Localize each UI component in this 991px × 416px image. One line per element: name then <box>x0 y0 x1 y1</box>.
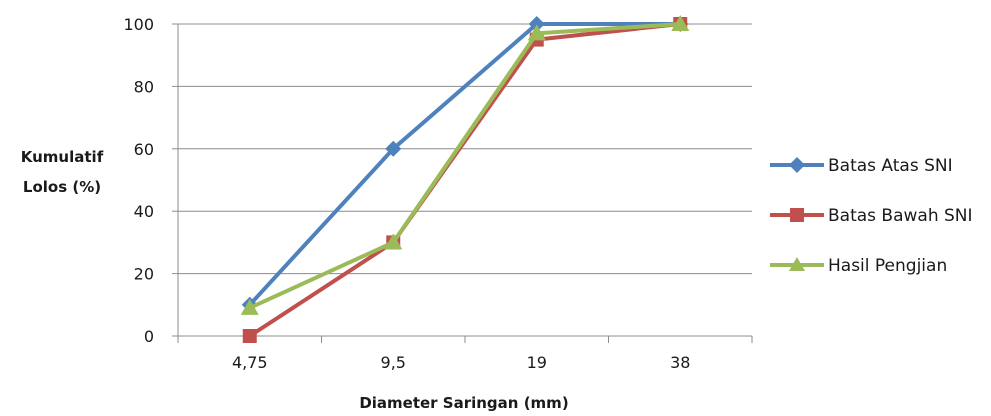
series-2 <box>240 15 690 315</box>
y-tick-label: 0 <box>144 327 154 346</box>
y-tick-label: 100 <box>123 15 154 34</box>
legend-label-hasil-pengjian: Hasil Pengjian <box>828 256 947 276</box>
series-group <box>240 15 690 343</box>
data-point-triangle <box>384 233 403 250</box>
y-axis-title-line-2: Lolos (%) <box>23 178 101 196</box>
data-point-diamond <box>385 140 402 157</box>
y-tick-label: 80 <box>134 77 154 96</box>
diamond-marker-icon <box>789 157 805 173</box>
x-tick-label: 38 <box>670 353 690 372</box>
y-tick-label: 20 <box>134 265 154 284</box>
y-tick-label: 60 <box>134 140 154 159</box>
data-point-square <box>242 329 257 343</box>
data-point-diamond <box>528 16 545 32</box>
x-axis-title: Diameter Saringan (mm) <box>359 394 568 412</box>
tick-labels: 0 20 40 60 80 100 4,75 9,5 19 38 <box>123 15 690 372</box>
legend-label-batas-bawah: Batas Bawah SNI <box>828 206 973 226</box>
y-tick-label: 40 <box>134 202 154 221</box>
legend-item-batas-atas: Batas Atas SNI <box>770 156 953 176</box>
gridlines <box>178 23 752 275</box>
legend-item-hasil-pengjian: Hasil Pengjian <box>770 256 947 276</box>
legend-label-batas-atas: Batas Atas SNI <box>828 156 953 176</box>
series-1 <box>242 17 688 343</box>
legend-item-batas-bawah: Batas Bawah SNI <box>770 206 973 226</box>
series-line <box>247 22 683 338</box>
square-marker-icon <box>790 208 804 222</box>
series-line <box>247 22 683 310</box>
data-point-triangle <box>527 24 546 41</box>
series-line <box>247 22 683 307</box>
data-point-triangle <box>240 298 259 315</box>
axes <box>172 23 753 343</box>
legend: Batas Atas SNI Batas Bawah SNI Hasil Pen… <box>770 156 973 276</box>
x-tick-label: 19 <box>527 353 547 372</box>
data-point-triangle <box>671 15 690 31</box>
y-axis-title-line-1: Kumulatif <box>21 148 104 166</box>
triangle-marker-icon <box>789 257 805 271</box>
series-0 <box>241 16 689 313</box>
x-tick-label: 9,5 <box>381 353 406 372</box>
x-tick-label: 4,75 <box>232 353 268 372</box>
